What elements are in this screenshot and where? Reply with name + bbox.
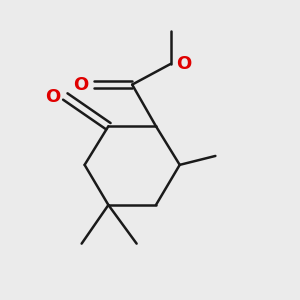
Text: O: O — [74, 76, 89, 94]
Text: O: O — [176, 55, 191, 73]
Text: O: O — [45, 88, 60, 106]
